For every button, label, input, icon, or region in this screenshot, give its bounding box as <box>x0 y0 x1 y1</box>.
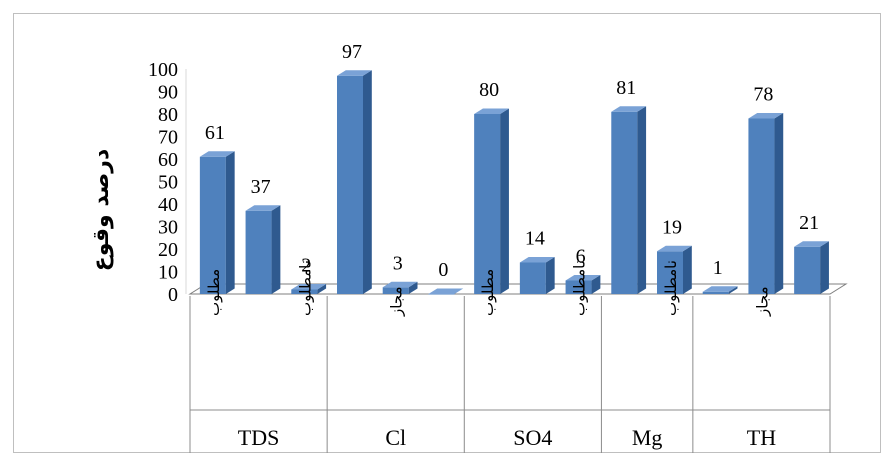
bar-side <box>820 241 829 294</box>
bar-front <box>748 118 775 294</box>
bar-top <box>291 284 327 290</box>
bar <box>199 151 235 294</box>
bar <box>428 288 464 295</box>
bar-front <box>199 156 226 294</box>
bar-side <box>317 284 327 294</box>
y-tick-label: 100 <box>148 59 178 81</box>
category-label: مجاز <box>753 286 771 317</box>
bar-top <box>748 113 784 119</box>
bar-top <box>382 281 418 288</box>
data-label: 80 <box>479 79 499 101</box>
y-tick-label: 70 <box>158 127 178 149</box>
bars-layer <box>199 70 829 295</box>
y-tick-label: 30 <box>158 217 178 239</box>
chart-floor <box>188 283 848 295</box>
y-tick-label: 10 <box>158 262 178 284</box>
bar <box>611 106 647 294</box>
category-label: مطلوب <box>479 269 497 316</box>
y-tick-label: 0 <box>168 284 178 306</box>
bar-side <box>500 108 509 294</box>
data-label: 19 <box>662 216 682 238</box>
bar <box>519 257 555 294</box>
data-label: 1 <box>713 257 723 279</box>
bar-front <box>519 262 546 294</box>
data-label: 0 <box>438 259 448 281</box>
bar-front <box>611 111 638 294</box>
bar-front <box>565 280 592 294</box>
y-tick-label: 90 <box>158 82 178 104</box>
bar-front <box>337 75 363 294</box>
bar-side <box>728 286 738 294</box>
bar-front <box>291 289 318 294</box>
bar-side <box>774 113 784 294</box>
bar-front <box>474 114 501 294</box>
data-label: 6 <box>576 246 586 268</box>
data-label: 3 <box>393 252 403 274</box>
bar <box>291 284 327 294</box>
data-label: 97 <box>342 41 362 63</box>
bar-top <box>337 70 372 76</box>
bar-front <box>428 294 455 295</box>
group-label: TH <box>747 425 776 450</box>
data-label: 81 <box>616 77 636 99</box>
category-label: مطلوب <box>205 269 223 316</box>
y-tick-label: 80 <box>158 104 178 126</box>
bar <box>337 70 372 294</box>
bar-top <box>519 257 555 263</box>
axis-layer <box>185 69 848 453</box>
bar-top <box>199 151 235 157</box>
y-axis-label: درصد وقوع <box>89 149 114 271</box>
category-label: نامطلوب <box>662 260 680 316</box>
y-tick-label: 20 <box>158 239 178 261</box>
y-tick-label: 40 <box>158 194 178 216</box>
chart-frame <box>13 13 881 453</box>
bar-top <box>245 205 281 211</box>
bar-top <box>794 241 829 247</box>
bar-top <box>702 286 738 292</box>
bar-side <box>271 205 281 294</box>
data-label: 78 <box>753 84 773 106</box>
bar-front <box>702 291 729 294</box>
bar <box>565 275 601 294</box>
bar-side <box>637 106 647 294</box>
category-label: نامطلوب <box>571 260 589 316</box>
bar-side <box>408 281 418 294</box>
bar-top <box>657 245 692 252</box>
group-label: Mg <box>632 425 663 450</box>
category-label: نامطلوب <box>296 260 314 316</box>
data-label: 14 <box>525 228 545 250</box>
bar-front <box>382 287 409 294</box>
bar-front <box>794 246 821 294</box>
bar-side <box>683 245 692 294</box>
data-label: 61 <box>205 122 225 144</box>
bar-side <box>225 151 235 294</box>
bar-top <box>611 106 647 112</box>
bar <box>474 108 509 294</box>
bar-top <box>428 288 464 294</box>
bar-side <box>591 275 601 294</box>
bar <box>657 245 692 294</box>
bar-side <box>545 257 555 294</box>
bar <box>702 286 738 294</box>
data-label: 2 <box>301 255 311 277</box>
group-label: Cl <box>385 425 406 450</box>
category-label: مجاز <box>388 286 406 317</box>
data-label: 21 <box>799 212 819 234</box>
bar-top <box>565 275 601 281</box>
bar-front <box>657 251 683 294</box>
bar <box>245 205 281 294</box>
bar-side <box>363 70 372 294</box>
y-tick-label: 60 <box>158 149 178 171</box>
group-label: TDS <box>238 425 280 450</box>
bar-front <box>245 210 272 294</box>
bar <box>794 241 829 294</box>
bar-top <box>474 108 509 114</box>
group-label: SO4 <box>513 425 552 450</box>
bar <box>748 113 784 294</box>
data-label: 37 <box>251 176 271 198</box>
y-tick-label: 50 <box>158 172 178 194</box>
bar <box>382 281 418 294</box>
